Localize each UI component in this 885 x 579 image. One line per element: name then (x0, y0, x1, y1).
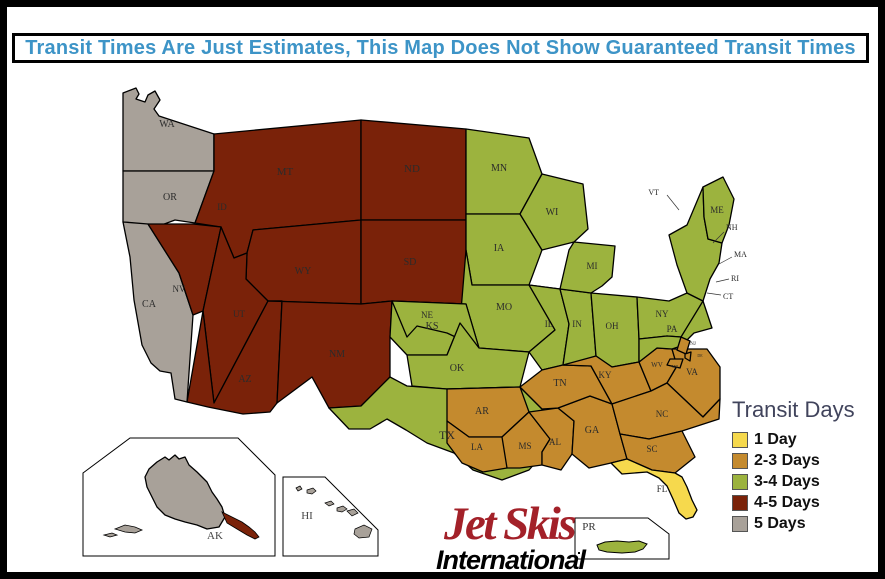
svg-text:MA: MA (734, 250, 747, 259)
svg-text:NH: NH (726, 223, 738, 232)
svg-text:RI: RI (731, 274, 739, 283)
svg-text:NJ: NJ (690, 342, 696, 347)
svg-text:HI: HI (301, 510, 313, 522)
svg-text:AK: AK (207, 530, 223, 542)
svg-text:CT: CT (723, 292, 733, 301)
svg-text:VT: VT (648, 188, 659, 197)
